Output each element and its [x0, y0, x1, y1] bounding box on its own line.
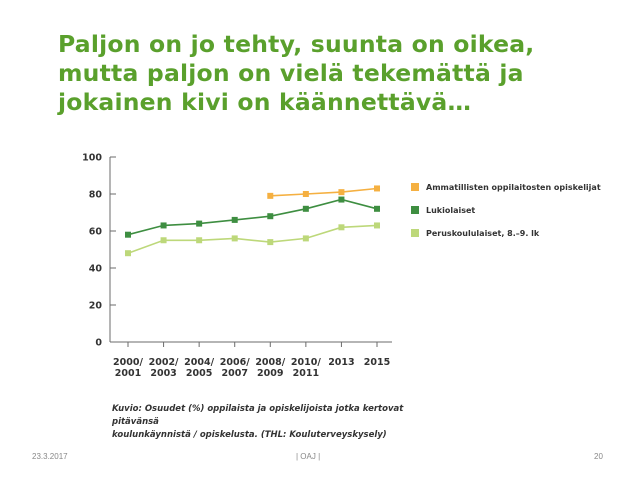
x-tick-label: 2002/	[149, 357, 179, 368]
slide-title: Paljon on jo tehty, suunta on oikea, mut…	[58, 30, 618, 117]
data-point	[231, 235, 238, 242]
data-point	[374, 205, 380, 212]
y-tick-label: 80	[89, 190, 103, 201]
legend-swatch	[411, 183, 419, 191]
x-tick-label: 2005	[186, 368, 212, 379]
legend-swatch	[411, 229, 419, 237]
data-point	[302, 205, 309, 212]
legend-label: Ammatillisten oppilaitosten opiskelijat	[426, 183, 601, 192]
x-tick-label: 2003	[150, 368, 176, 379]
data-point	[267, 213, 274, 220]
y-tick-label: 0	[95, 338, 102, 349]
caption-line-1: Kuvio: Osuudet (%) oppilaista ja opiskel…	[112, 404, 404, 427]
data-point	[338, 196, 345, 203]
x-tick-label: 2004/	[184, 357, 214, 368]
data-point	[267, 192, 274, 199]
footer-organization: | OAJ |	[296, 452, 321, 461]
line-chart: 0 20 40 60 80 100 2000/2001 2002/2003 2004/2005 2…	[82, 153, 601, 380]
slide-title-line-2: mutta paljon on vielä tekemättä ja	[58, 59, 524, 87]
series-line	[127, 224, 378, 254]
y-tick-label: 60	[89, 227, 103, 238]
series-line	[270, 187, 378, 197]
footer-date: 23.3.2017	[32, 452, 68, 461]
x-tick-label: 2011	[293, 368, 319, 379]
x-tick-label: 2009	[257, 368, 283, 379]
x-tick-label: 2008/	[255, 357, 285, 368]
chart-caption: Kuvio: Osuudet (%) oppilaista ja opiskel…	[112, 403, 432, 442]
legend-label: Peruskoululaiset, 8.–9. lk	[426, 229, 540, 238]
data-point	[160, 222, 167, 229]
data-point	[338, 189, 345, 196]
data-point	[338, 224, 345, 231]
x-tick-label: 2013	[328, 357, 354, 368]
legend-swatch	[411, 206, 419, 214]
series-line	[127, 198, 378, 236]
y-tick-label: 100	[82, 153, 102, 164]
footer-page-number: 20	[594, 452, 603, 461]
data-point	[302, 191, 309, 197]
data-point	[231, 216, 238, 223]
caption-line-2: koulunkäynnistä / opiskelusta. (THL: Kou…	[112, 430, 387, 440]
data-point	[196, 220, 203, 227]
data-point	[125, 250, 131, 257]
slide-title-line-3: jokainen kivi on käännettävä…	[58, 88, 472, 116]
data-point	[302, 235, 309, 242]
x-tick-label: 2000/	[113, 357, 143, 368]
data-point	[160, 237, 167, 244]
data-point	[374, 185, 380, 192]
x-tick-label: 2006/	[220, 357, 250, 368]
slide-title-line-1: Paljon on jo tehty, suunta on oikea,	[58, 30, 535, 58]
data-point	[267, 239, 274, 246]
x-tick-label: 2001	[115, 368, 141, 379]
legend-label: Lukiolaiset	[426, 206, 475, 215]
data-point	[196, 237, 203, 244]
x-tick-label: 2007	[221, 368, 247, 379]
x-tick-label: 2010/	[291, 357, 321, 368]
y-tick-label: 20	[89, 301, 103, 312]
data-point	[125, 231, 131, 238]
x-tick-label: 2015	[364, 357, 390, 368]
y-tick-label: 40	[89, 264, 103, 275]
data-point	[374, 222, 380, 229]
